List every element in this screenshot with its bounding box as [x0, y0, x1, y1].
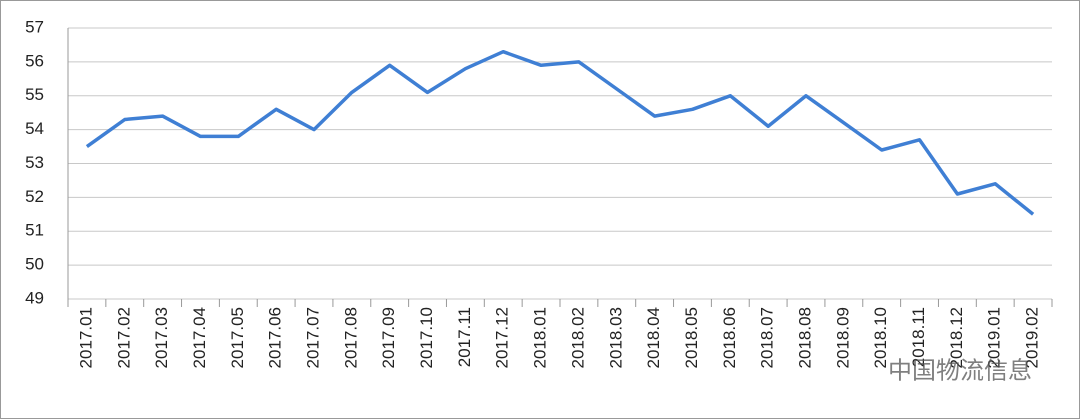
x-tick-label: 2019.01: [985, 307, 1004, 368]
x-tick-label: 2018.01: [531, 307, 550, 368]
y-tick-label: 55: [25, 85, 44, 104]
x-tick-label: 2018.11: [909, 307, 928, 367]
x-tick-label: 2017.09: [379, 307, 398, 368]
y-tick-label: 49: [25, 288, 44, 307]
x-tick-label: 2018.09: [833, 307, 852, 368]
y-tick-label: 52: [25, 187, 44, 206]
x-tick-label: 2018.05: [682, 307, 701, 368]
y-tick-label: 54: [25, 119, 44, 138]
y-tick-label: 56: [25, 51, 44, 70]
y-tick-label: 53: [25, 153, 44, 172]
x-tick-label: 2017.01: [76, 307, 95, 368]
x-tick-label: 2017.06: [266, 307, 285, 368]
x-tick-label: 2017.11: [455, 307, 474, 367]
x-tick-label: 2018.06: [720, 307, 739, 368]
x-tick-label: 2017.02: [114, 307, 133, 368]
x-tick-label: 2017.10: [417, 307, 436, 368]
x-tick-label: 2018.07: [758, 307, 777, 368]
x-tick-label: 2017.08: [341, 307, 360, 368]
x-tick-label: 2018.04: [644, 307, 663, 368]
x-tick-label: 2018.08: [795, 307, 814, 368]
x-tick-label: 2018.10: [871, 307, 890, 368]
x-tick-label: 2018.12: [947, 307, 966, 368]
x-tick-label: 2019.02: [1023, 307, 1042, 368]
y-tick-label: 51: [25, 221, 44, 240]
data-line: [85, 49, 1035, 216]
x-tick-label: 2018.02: [568, 307, 587, 368]
y-tick-label: 57: [25, 17, 44, 36]
x-tick-label: 2017.03: [152, 307, 171, 368]
y-tick-label: 50: [25, 255, 44, 274]
x-tick-label: 2017.05: [228, 307, 247, 368]
x-tick-label: 2017.07: [303, 307, 322, 368]
x-tick-label: 2018.03: [606, 307, 625, 368]
x-tick-label: 2017.04: [190, 307, 209, 368]
watermark: 中国物流信息: [888, 357, 1032, 384]
x-tick-label: 2017.12: [493, 307, 512, 368]
